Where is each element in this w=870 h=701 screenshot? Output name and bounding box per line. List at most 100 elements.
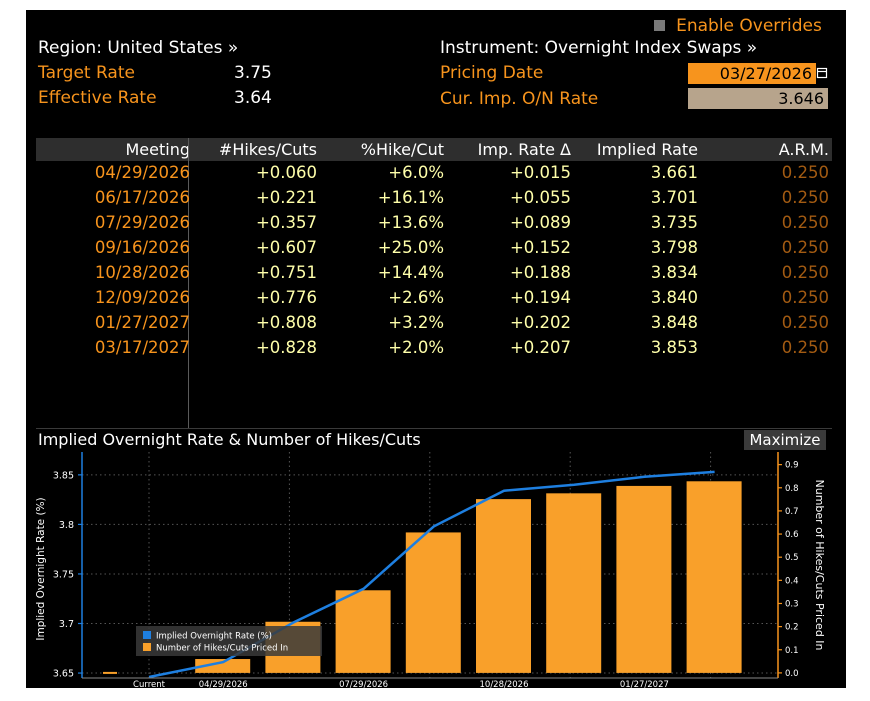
y2-axis-label: Number of Hikes/Cuts Priced In [813,479,826,650]
cell-imp-rate-delta: +0.194 [509,288,571,307]
enable-overrides-toggle[interactable]: Enable Overrides [654,16,822,36]
region-selector[interactable]: Region: United States » [38,38,239,58]
cell-hikes-cuts: +0.607 [255,238,317,257]
y-tick-label: 3.75 [53,569,74,580]
cell-meeting: 03/17/2027 [94,338,190,357]
y2-tick-label: 0.2 [785,623,799,633]
cell-meeting: 01/27/2027 [94,313,190,332]
y2-tick-label: 0.4 [785,576,799,586]
cell-imp-rate-delta: +0.207 [509,338,571,357]
col-arm[interactable]: A.R.M. [778,140,829,159]
cell-implied-rate: 3.661 [650,163,698,182]
cell-implied-rate: 3.735 [650,213,698,232]
cell-pct-hike-cut: +13.6% [377,213,444,232]
cell-implied-rate: 3.848 [650,313,698,332]
cell-pct-hike-cut: +25.0% [377,238,444,257]
cell-pct-hike-cut: +16.1% [377,188,444,207]
bar [335,590,391,673]
cell-meeting: 12/09/2026 [94,288,190,307]
cell-implied-rate: 3.834 [650,263,698,282]
table-row[interactable]: 12/09/2026 +0.776 +2.6% +0.194 3.840 0.250 [36,287,832,312]
cell-meeting: 04/29/2026 [94,163,190,182]
x-tick-label: 01/27/2027 [620,680,669,688]
y2-tick-label: 0.1 [785,646,799,656]
x-tick-label: 07/29/2026 [339,680,388,688]
cell-meeting: 09/16/2026 [94,238,190,257]
bar [546,493,602,673]
cell-arm: 0.250 [781,188,829,207]
cell-hikes-cuts: +0.060 [255,163,317,182]
maximize-button[interactable]: Maximize [744,430,826,450]
y2-tick-label: 0.3 [785,599,799,609]
pricing-date-label: Pricing Date [440,63,544,83]
legend-box [136,626,322,656]
table-row[interactable]: 10/28/2026 +0.751 +14.4% +0.188 3.834 0.250 [36,262,832,287]
cur-imp-rate-input[interactable]: 3.646 [688,88,828,109]
cell-hikes-cuts: +0.751 [255,263,317,282]
cell-implied-rate: 3.840 [650,288,698,307]
cell-arm: 0.250 [781,263,829,282]
cell-meeting: 07/29/2026 [94,213,190,232]
cell-arm: 0.250 [781,238,829,257]
cell-imp-rate-delta: +0.015 [509,163,571,182]
effective-rate-label: Effective Rate [38,88,157,108]
table-row[interactable]: 06/17/2026 +0.221 +16.1% +0.055 3.701 0.250 [36,187,832,212]
calendar-icon[interactable] [816,63,828,84]
cell-hikes-cuts: +0.808 [255,313,317,332]
y-axis-label: Implied Overnight Rate (%) [35,497,47,640]
cell-implied-rate: 3.853 [650,338,698,357]
col-implied-rate[interactable]: Implied Rate [596,140,698,159]
cell-implied-rate: 3.701 [650,188,698,207]
cell-arm: 0.250 [781,338,829,357]
cell-pct-hike-cut: +2.6% [388,288,444,307]
bar [616,485,672,673]
y-tick-label: 3.8 [59,520,74,531]
enable-overrides-label: Enable Overrides [676,16,822,36]
bar [686,481,742,673]
bar [476,499,531,673]
table-row[interactable]: 01/27/2027 +0.808 +3.2% +0.202 3.848 0.250 [36,312,832,337]
cell-meeting: 06/17/2026 [94,188,190,207]
bar [103,671,117,674]
cell-imp-rate-delta: +0.152 [509,238,571,257]
implied-rate-chart: 3.65 3.7 3.75 3.8 3.85 0.0 0.1 0.2 0.3 0.4 0.5 0.6 0… [35,452,826,688]
table-divider [36,428,832,429]
cell-implied-rate: 3.798 [650,238,698,257]
col-pct-hike-cut[interactable]: %Hike/Cut [360,140,444,159]
cell-meeting: 10/28/2026 [94,263,190,282]
target-rate-label: Target Rate [38,63,135,83]
target-rate-value: 3.75 [234,63,272,83]
table-header: Meeting #Hikes/Cuts %Hike/Cut Imp. Rate … [36,138,832,161]
x-tick-label: 10/28/2026 [480,680,529,688]
cell-pct-hike-cut: +3.2% [388,313,444,332]
cell-imp-rate-delta: +0.202 [509,313,571,332]
cur-imp-rate-label: Cur. Imp. O/N Rate [440,89,599,109]
pricing-date-input[interactable]: 03/27/2026 [688,63,816,84]
cell-arm: 0.250 [781,163,829,182]
legend-swatch-bar [143,643,151,651]
table-row[interactable]: 04/29/2026 +0.060 +6.0% +0.015 3.661 0.250 [36,162,832,187]
legend-label-line: Implied Overnight Rate (%) [156,632,272,642]
x-tick-label: Current [133,680,166,688]
instrument-selector[interactable]: Instrument: Overnight Index Swaps » [440,38,758,58]
cell-pct-hike-cut: +14.4% [377,263,444,282]
y2-tick-label: 0.5 [785,553,799,563]
table-row[interactable]: 03/17/2027 +0.828 +2.0% +0.207 3.853 0.250 [36,337,832,362]
x-tick-label: 04/29/2026 [199,680,248,688]
y2-tick-label: 0.6 [785,530,799,540]
cell-imp-rate-delta: +0.188 [509,263,571,282]
col-hikes-cuts[interactable]: #Hikes/Cuts [218,140,317,159]
y-tick-label: 3.85 [53,470,74,481]
bar [195,659,251,673]
effective-rate-value: 3.64 [234,88,272,108]
y-tick-label: 3.65 [53,669,74,680]
checkbox-icon[interactable] [654,20,665,31]
chart-title: Implied Overnight Rate & Number of Hikes… [38,430,421,449]
legend-label-bar: Number of Hikes/Cuts Priced In [156,644,288,654]
col-meeting[interactable]: Meeting [125,140,190,159]
table-row[interactable]: 07/29/2026 +0.357 +13.6% +0.089 3.735 0.250 [36,212,832,237]
col-imp-rate-delta[interactable]: Imp. Rate Δ [477,140,571,159]
table-row[interactable]: 09/16/2026 +0.607 +25.0% +0.152 3.798 0.250 [36,237,832,262]
cell-hikes-cuts: +0.776 [255,288,317,307]
cell-hikes-cuts: +0.828 [255,338,317,357]
